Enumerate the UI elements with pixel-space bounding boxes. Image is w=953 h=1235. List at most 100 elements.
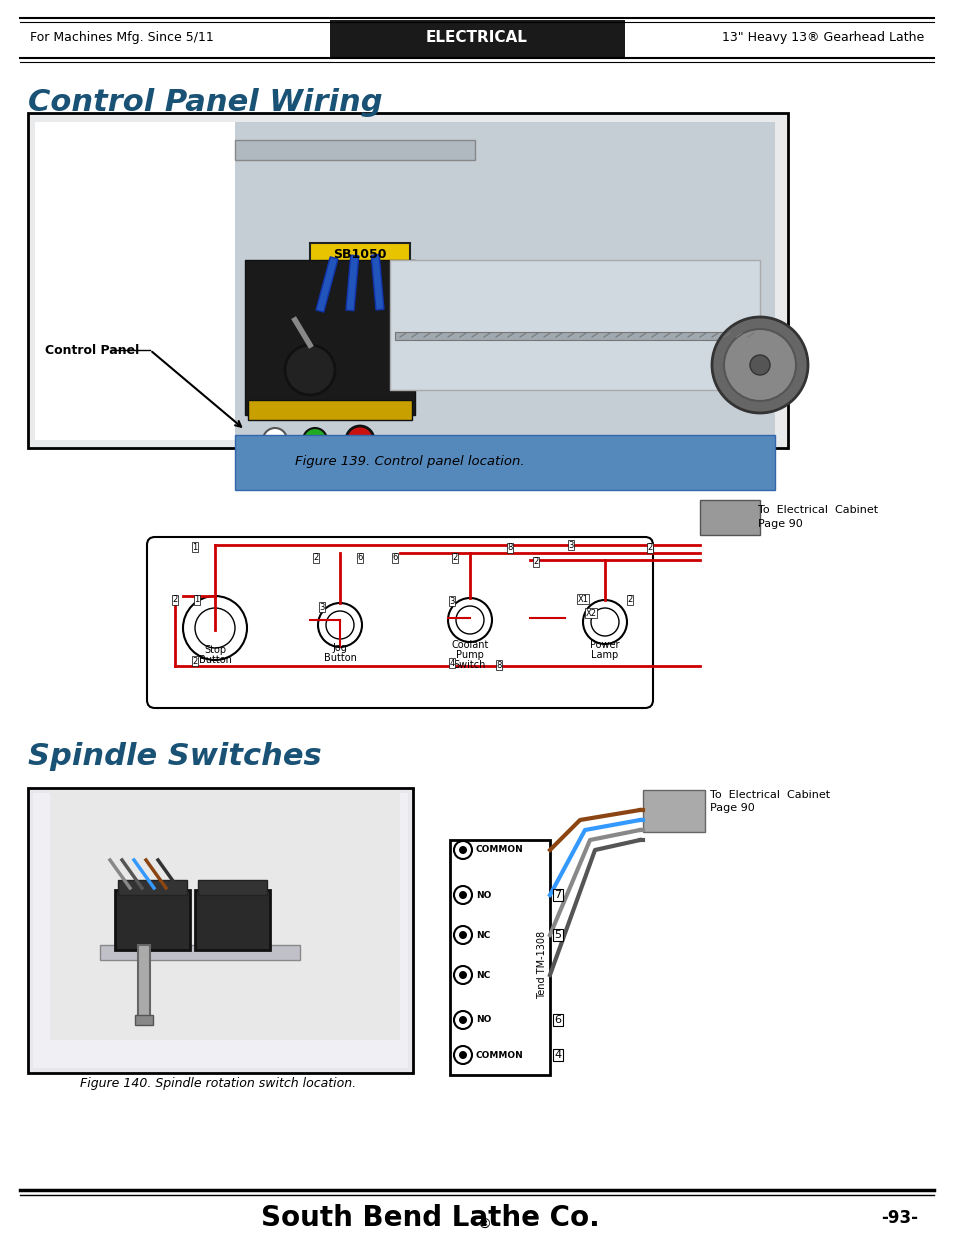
- Bar: [310, 243, 410, 266]
- Bar: [234, 435, 774, 490]
- Circle shape: [458, 931, 467, 939]
- Circle shape: [456, 606, 483, 634]
- Bar: [198, 881, 267, 895]
- Polygon shape: [700, 500, 760, 535]
- Circle shape: [326, 611, 354, 638]
- Text: NC: NC: [476, 930, 490, 940]
- Text: 2: 2: [452, 553, 457, 562]
- Text: 8: 8: [496, 661, 501, 669]
- Text: Lamp: Lamp: [591, 650, 618, 659]
- Bar: [450, 840, 550, 1074]
- Text: -93-: -93-: [881, 1209, 918, 1228]
- Text: 4: 4: [449, 658, 455, 667]
- Circle shape: [582, 600, 626, 643]
- Circle shape: [454, 885, 472, 904]
- Text: 13" Heavy 13® Gearhead Lathe: 13" Heavy 13® Gearhead Lathe: [721, 31, 923, 43]
- Text: 6: 6: [554, 1015, 561, 1025]
- Circle shape: [458, 1016, 467, 1024]
- Polygon shape: [642, 790, 704, 832]
- Text: 1: 1: [194, 595, 199, 604]
- Text: To  Electrical  Cabinet: To Electrical Cabinet: [709, 790, 829, 800]
- Text: 2: 2: [313, 553, 318, 562]
- Text: Control Panel: Control Panel: [45, 343, 139, 357]
- Text: 1: 1: [193, 542, 197, 552]
- Circle shape: [194, 608, 234, 648]
- Text: NO: NO: [476, 890, 491, 899]
- Circle shape: [458, 971, 467, 979]
- Bar: [390, 261, 760, 390]
- Circle shape: [749, 354, 769, 375]
- Text: ELECTRICAL: ELECTRICAL: [426, 30, 527, 44]
- Text: 3: 3: [568, 541, 573, 550]
- Bar: [315, 257, 337, 312]
- Text: To  Electrical  Cabinet: To Electrical Cabinet: [758, 505, 877, 515]
- Circle shape: [590, 608, 618, 636]
- Bar: [100, 945, 299, 960]
- Text: 2: 2: [172, 595, 177, 604]
- Text: NO: NO: [476, 1015, 491, 1025]
- Text: COMMON: COMMON: [476, 1051, 523, 1060]
- Bar: [234, 122, 774, 440]
- Text: 3: 3: [449, 597, 455, 605]
- Circle shape: [346, 426, 374, 454]
- Text: 7: 7: [554, 890, 561, 900]
- Text: COMMON: COMMON: [476, 846, 523, 855]
- Circle shape: [723, 329, 795, 401]
- Text: For Machines Mfg. Since 5/11: For Machines Mfg. Since 5/11: [30, 31, 213, 43]
- Circle shape: [454, 841, 472, 860]
- Circle shape: [711, 317, 807, 412]
- Circle shape: [454, 1011, 472, 1029]
- Text: Spindle Switches: Spindle Switches: [28, 742, 321, 771]
- Circle shape: [448, 598, 492, 642]
- Circle shape: [458, 1051, 467, 1058]
- Text: Figure 140. Spindle rotation switch location.: Figure 140. Spindle rotation switch loca…: [80, 1077, 355, 1089]
- Text: 3: 3: [319, 603, 324, 611]
- Bar: [371, 254, 383, 310]
- Bar: [194, 890, 270, 950]
- Text: Button: Button: [198, 655, 232, 664]
- Bar: [35, 122, 234, 440]
- Bar: [138, 945, 150, 1020]
- Text: 6: 6: [392, 553, 397, 562]
- Bar: [248, 400, 412, 420]
- Text: X2: X2: [585, 609, 596, 618]
- Text: Jog: Jog: [333, 643, 347, 653]
- Text: 2: 2: [193, 657, 197, 666]
- Circle shape: [263, 429, 287, 452]
- Text: 4: 4: [554, 1050, 561, 1060]
- Text: 2: 2: [627, 595, 632, 604]
- Text: X1: X1: [577, 594, 588, 604]
- Text: 2: 2: [533, 557, 538, 567]
- Circle shape: [303, 429, 327, 452]
- Bar: [33, 793, 408, 1068]
- Text: Page 90: Page 90: [758, 519, 801, 529]
- Text: NC: NC: [476, 971, 490, 979]
- FancyBboxPatch shape: [147, 537, 652, 708]
- Circle shape: [183, 597, 247, 659]
- Text: Coolant: Coolant: [451, 640, 488, 650]
- Text: Tend TM-1308: Tend TM-1308: [537, 931, 546, 999]
- Text: Button: Button: [323, 653, 356, 663]
- Circle shape: [458, 846, 467, 853]
- Circle shape: [454, 966, 472, 984]
- Text: 6: 6: [357, 553, 362, 562]
- Text: Power: Power: [590, 640, 619, 650]
- Text: Switch: Switch: [454, 659, 486, 671]
- Text: Figure 139. Control panel location.: Figure 139. Control panel location.: [294, 456, 524, 468]
- Circle shape: [285, 345, 335, 395]
- Text: Stop: Stop: [204, 645, 226, 655]
- Text: ®: ®: [476, 1218, 491, 1233]
- Bar: [28, 788, 413, 1073]
- Text: South Bend Lathe Co.: South Bend Lathe Co.: [260, 1204, 598, 1233]
- Circle shape: [454, 1046, 472, 1065]
- Bar: [330, 20, 624, 58]
- Bar: [135, 1015, 152, 1025]
- Bar: [28, 112, 787, 448]
- Bar: [395, 332, 754, 340]
- Bar: [115, 890, 190, 950]
- Bar: [245, 261, 415, 415]
- Text: 5: 5: [554, 930, 561, 940]
- Circle shape: [458, 890, 467, 899]
- Bar: [346, 256, 358, 311]
- Bar: [234, 140, 475, 161]
